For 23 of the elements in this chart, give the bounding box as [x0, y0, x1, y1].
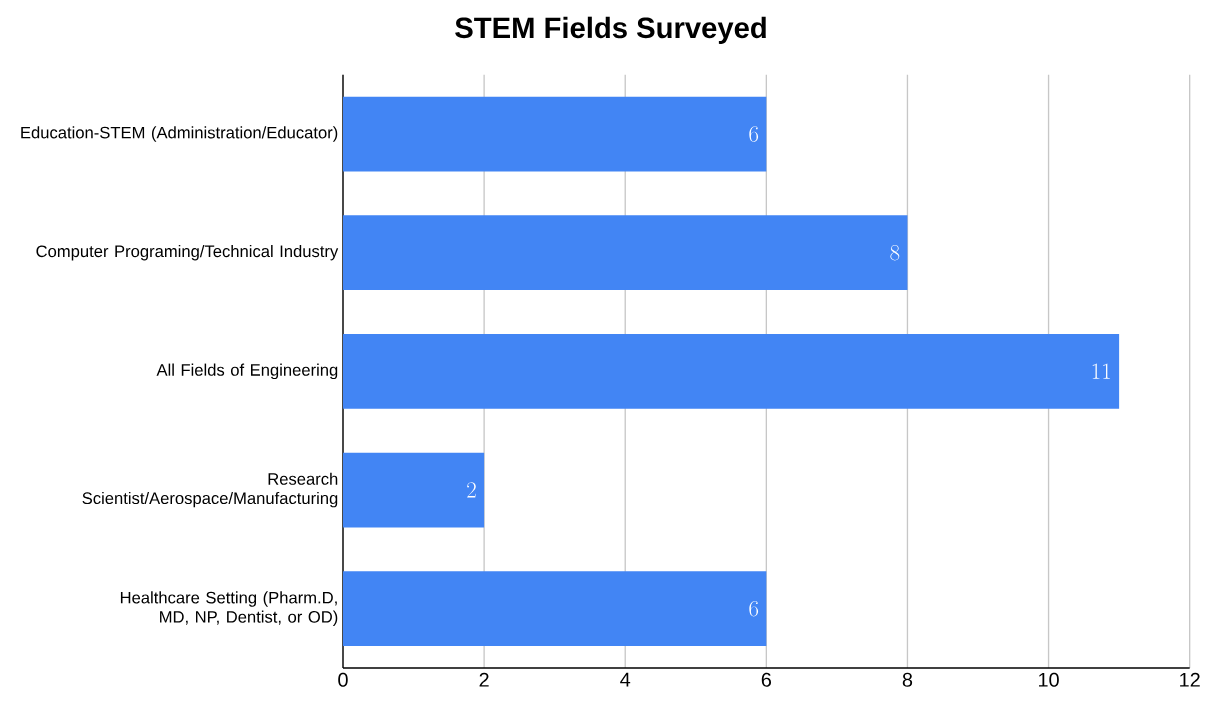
bar [343, 571, 767, 647]
data-label: 6 [749, 126, 759, 142]
x-tick-label: 4 [620, 672, 631, 687]
bar [343, 452, 485, 528]
data-label: 8 [890, 244, 900, 261]
y-tick-label: All Fields of Engineering [156, 363, 338, 380]
data-label: 2 [467, 482, 476, 498]
bar [343, 96, 767, 172]
y-tick-label: Education-STEM (Administration/Educator) [21, 126, 338, 142]
x-tick-label: 6 [761, 672, 772, 687]
data-label: 11 [1092, 363, 1111, 379]
x-tick-label: 12 [1180, 672, 1200, 687]
x-tick-label: 8 [902, 672, 913, 687]
x-tick-label: 2 [479, 672, 489, 687]
y-tick-label: Healthcare Setting (Pharm.D, MD, NP, Dentist, or OD) [120, 591, 338, 627]
y-tick-label: Computer Programing/Technical Industry [36, 244, 339, 261]
y-tick-label: Research Scientist/Aerospace/Manufacturing [82, 472, 338, 508]
x-tick-label: 10 [1039, 672, 1059, 687]
bar [343, 333, 1120, 409]
x-tick-label: 0 [338, 672, 348, 687]
data-label: 6 [749, 600, 759, 617]
chart-title: STEM Fields Surveyed [455, 16, 766, 44]
bar [343, 215, 908, 291]
